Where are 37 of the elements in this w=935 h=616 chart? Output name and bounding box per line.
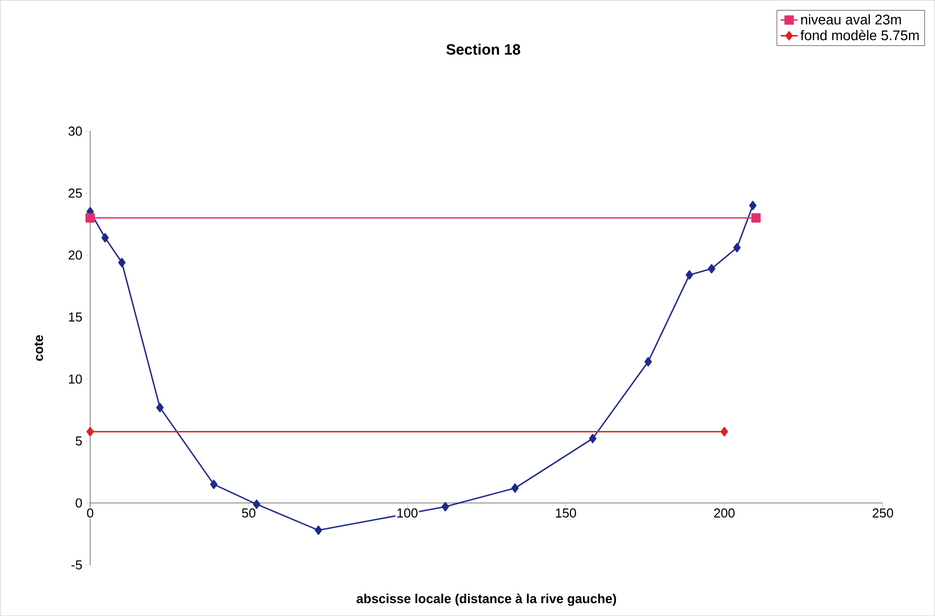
- y-axis-title: cote: [34, 335, 44, 361]
- point: [733, 242, 741, 252]
- y-tick-label: -5: [71, 560, 82, 570]
- point: [686, 270, 694, 280]
- point: [442, 502, 449, 512]
- x-tick-label: 200: [714, 508, 735, 518]
- x-tick-label: 0: [87, 508, 94, 518]
- point: [101, 232, 109, 242]
- y-tick-label: 15: [68, 312, 82, 322]
- point: [314, 526, 322, 535]
- x-axis-title: abscisse locale (distance à la rive gauche): [356, 594, 616, 606]
- point: [589, 434, 596, 444]
- y-tick-label: 0: [76, 498, 82, 508]
- y-tick-label: 5: [76, 436, 82, 446]
- legend-label: niveau aval 23m: [801, 14, 901, 24]
- y-tick-label: 25: [68, 188, 82, 198]
- point: [118, 258, 126, 268]
- x-tick-label: 250: [872, 508, 894, 518]
- y-tick-label: 10: [68, 374, 82, 384]
- point: [156, 402, 164, 412]
- point: [751, 213, 761, 223]
- point: [720, 426, 728, 436]
- point: [85, 213, 95, 223]
- point: [749, 200, 757, 210]
- x-tick-label: 150: [556, 508, 576, 518]
- y-tick-label: 20: [68, 250, 82, 260]
- x-tick-label: 100: [397, 508, 418, 518]
- x-tick-label: 50: [242, 508, 256, 518]
- point: [86, 426, 94, 436]
- point: [210, 480, 218, 490]
- chart-title: Section 18: [446, 44, 520, 55]
- point: [511, 483, 519, 493]
- legend-label: fond modèle 5.75m: [800, 30, 919, 40]
- point: [708, 264, 716, 274]
- point: [644, 356, 652, 366]
- point: [252, 499, 260, 509]
- y-tick-label: 30: [68, 126, 82, 136]
